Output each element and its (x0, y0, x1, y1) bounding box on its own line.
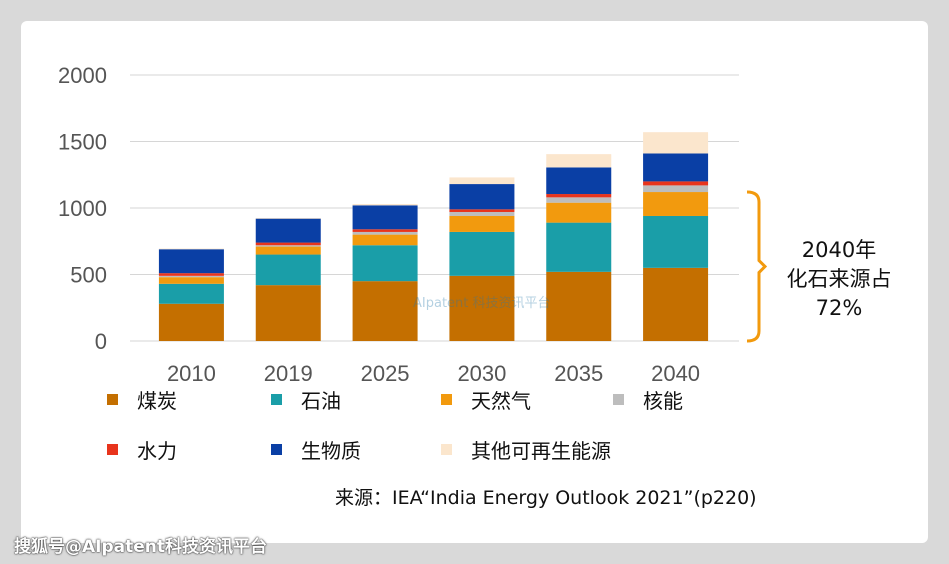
legend-item: 核能 (613, 384, 683, 414)
bar-segment (643, 215, 709, 268)
bar-segment (352, 245, 418, 282)
legend-label: 水力 (137, 438, 177, 463)
bar-segment (449, 231, 515, 276)
stacked-bar-chart: 0 500 1000 1500 2000 2010 2019 2025 2030 2035 204… (58, 63, 892, 386)
bar-segment (158, 275, 224, 278)
bar-stack (546, 154, 612, 341)
bar-stack (352, 204, 418, 341)
bars (158, 132, 709, 341)
bar-segment (352, 229, 418, 232)
bar-segment (643, 192, 709, 216)
bar-segment (546, 202, 612, 223)
y-tick-label: 1000 (58, 196, 107, 221)
legend-swatch (107, 393, 118, 405)
bar-segment (449, 211, 515, 216)
bar-segment (255, 217, 321, 219)
bar-segment (158, 248, 224, 250)
bar-segment (546, 222, 612, 272)
bracket (746, 190, 768, 343)
bar-segment (643, 132, 709, 154)
bar-segment (255, 242, 321, 246)
y-axis: 0 500 1000 1500 2000 (58, 63, 107, 354)
legend-swatch (613, 393, 624, 405)
bar-segment (643, 267, 709, 341)
bar-segment (643, 181, 709, 186)
bar-segment (546, 167, 612, 195)
bar-segment (449, 275, 515, 341)
bar-stack (643, 132, 709, 341)
y-tick-label: 1500 (58, 130, 107, 155)
legend-swatch (271, 443, 282, 455)
legend-swatch (107, 443, 118, 455)
bar-stack (449, 177, 515, 341)
legend-swatch (441, 393, 452, 405)
x-tick-label: 2040 (651, 361, 700, 386)
bar-segment (352, 204, 418, 206)
bar-segment (158, 303, 224, 341)
legend-label: 其他可再生能源 (471, 438, 611, 463)
bar-segment (449, 215, 515, 232)
bar-segment (352, 205, 418, 230)
bar-stack (158, 248, 224, 341)
chart-card: 0 500 1000 1500 2000 2010 2019 2025 2030 2035 204… (21, 21, 928, 543)
x-tick-label: 2025 (361, 361, 410, 386)
legend-label: 石油 (301, 388, 341, 413)
legend-item: 石油 (271, 384, 341, 414)
x-axis: 2010 2019 2025 2030 2035 2040 (167, 361, 700, 386)
inner-watermark: AIpatent 科技资讯平台 (413, 296, 551, 311)
annotation-text: 化石来源占 (787, 267, 892, 291)
bar-stack (255, 217, 321, 341)
legend-item: 其他可再生能源 (441, 434, 611, 464)
watermark: 搜狐号@AIpatent科技资讯平台 (14, 537, 268, 557)
bar-segment (546, 271, 612, 341)
bar-segment (643, 185, 709, 193)
y-tick-label: 500 (70, 263, 107, 288)
legend-swatch (271, 393, 282, 405)
legend-swatch (441, 443, 452, 455)
legend-item: 天然气 (441, 384, 531, 414)
source-note: 来源：IEA“India Energy Outlook 2021”(p220) (335, 487, 757, 509)
legend-item: 煤炭 (107, 384, 177, 414)
x-tick-label: 2010 (167, 361, 216, 386)
bar-segment (449, 184, 515, 210)
bar-segment (449, 177, 515, 185)
x-tick-label: 2035 (554, 361, 603, 386)
x-tick-label: 2030 (457, 361, 506, 386)
bar-segment (255, 246, 321, 255)
bar-segment (255, 218, 321, 243)
bar-segment (546, 154, 612, 168)
bar-segment (352, 234, 418, 246)
x-tick-label: 2019 (264, 361, 313, 386)
legend-item: 生物质 (271, 434, 361, 464)
bar-segment (352, 281, 418, 341)
bar-segment (255, 245, 321, 247)
annotation-text: 2040年 (802, 238, 876, 262)
bar-segment (643, 153, 709, 182)
bar-segment (158, 277, 224, 284)
annotation-text: 72% (816, 296, 863, 320)
bar-segment (158, 283, 224, 304)
y-tick-label: 0 (95, 329, 107, 354)
legend-item: 水力 (107, 434, 177, 464)
gridlines (130, 74, 739, 342)
legend-label: 生物质 (301, 438, 361, 463)
bar-segment (255, 254, 321, 286)
legend-label: 煤炭 (137, 388, 177, 413)
bar-segment (255, 285, 321, 341)
bar-segment (546, 194, 612, 198)
bar-segment (158, 273, 224, 276)
bar-segment (352, 231, 418, 235)
legend-label: 天然气 (471, 388, 531, 413)
bar-segment (546, 197, 612, 203)
bar-segment (158, 249, 224, 274)
y-tick-label: 2000 (58, 63, 107, 88)
legend-label: 核能 (643, 388, 683, 413)
bar-segment (449, 209, 515, 212)
